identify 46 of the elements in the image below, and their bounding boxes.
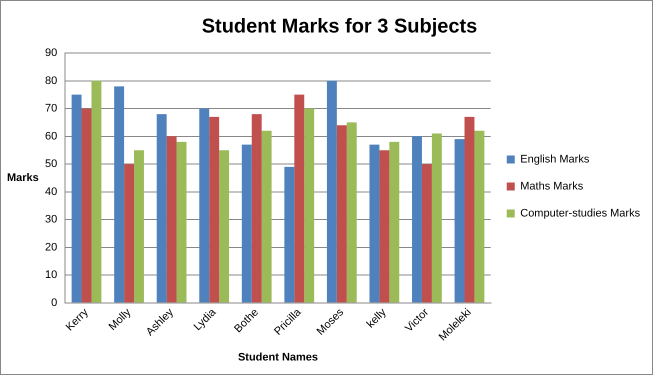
y-tick-label: 70 xyxy=(44,102,58,115)
bar xyxy=(346,122,357,302)
bar xyxy=(166,136,177,302)
bar xyxy=(242,144,252,302)
bar xyxy=(199,108,210,302)
x-axis-title: Student Names xyxy=(238,351,318,364)
bar xyxy=(389,142,400,302)
legend-label: English Marks xyxy=(520,154,590,166)
y-tick-label: 50 xyxy=(44,158,58,170)
y-tick-label: 90 xyxy=(44,47,58,60)
bar xyxy=(422,164,432,302)
legend-label: Computer-studies Marks xyxy=(520,208,641,220)
bar xyxy=(134,150,144,302)
bar xyxy=(454,139,465,302)
bar xyxy=(91,80,102,302)
bar xyxy=(432,134,442,302)
bar xyxy=(464,116,474,302)
bar xyxy=(124,164,134,302)
chart-title: Student Marks for 3 Subjects xyxy=(202,16,478,38)
bar xyxy=(156,114,167,302)
y-tick-label: 80 xyxy=(44,74,58,87)
bar xyxy=(369,144,380,302)
bar xyxy=(219,150,230,302)
y-tick-label: 40 xyxy=(44,186,58,198)
y-tick-label: 10 xyxy=(44,269,58,282)
bar xyxy=(114,86,124,302)
y-tick-label: 30 xyxy=(44,214,58,226)
bar xyxy=(379,150,390,302)
y-tick-label: 60 xyxy=(44,130,58,142)
bar xyxy=(474,130,484,302)
bar xyxy=(304,108,314,302)
legend-label: Maths Marks xyxy=(520,180,584,193)
bar xyxy=(412,136,422,302)
bar xyxy=(284,166,294,302)
y-axis-title: Marks xyxy=(7,172,39,184)
bar xyxy=(176,142,187,302)
bar xyxy=(72,94,82,302)
bar xyxy=(252,114,262,302)
bar xyxy=(336,125,347,302)
bar xyxy=(262,130,272,302)
bar xyxy=(326,80,337,302)
bar xyxy=(294,94,304,302)
bar xyxy=(82,108,92,302)
bar xyxy=(209,116,220,302)
y-tick-label: 0 xyxy=(51,296,58,309)
y-tick-label: 20 xyxy=(44,241,58,254)
